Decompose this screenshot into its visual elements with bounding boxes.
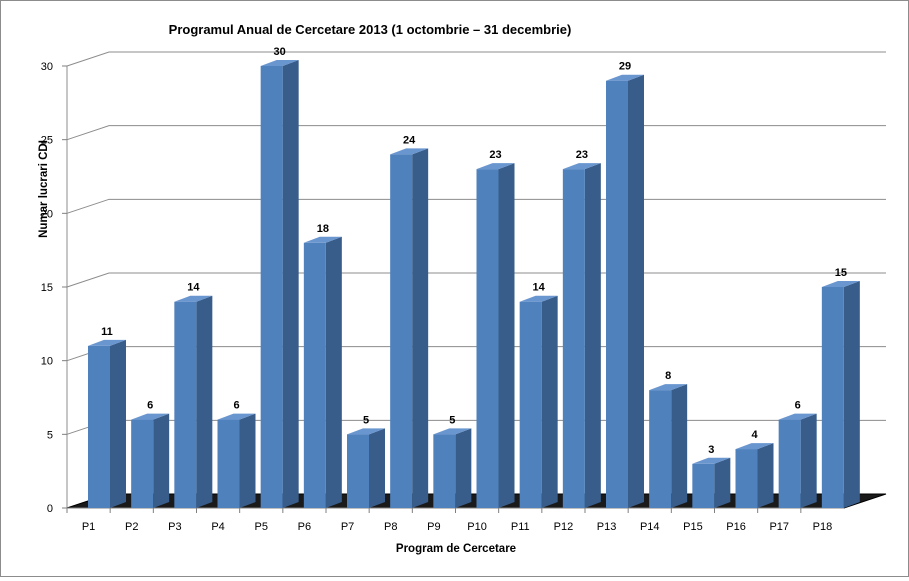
bar xyxy=(562,163,601,508)
bar xyxy=(778,413,817,508)
bar xyxy=(88,339,126,508)
data-label: 5 xyxy=(449,414,455,426)
x-tick-label: P8 xyxy=(384,521,397,533)
data-labels: 11 6 14 6 30 18 5 24 5 23 14 23 29 8 3 4 6 15 xyxy=(101,46,847,456)
data-label: 4 xyxy=(751,429,758,441)
data-label: 30 xyxy=(274,46,286,58)
x-tick-label: P3 xyxy=(168,521,181,533)
data-label: 3 xyxy=(708,444,714,456)
x-tick-label: P9 xyxy=(427,521,440,533)
x-tick-label: P14 xyxy=(640,521,660,533)
y-tick-label: 30 xyxy=(41,61,53,73)
bar xyxy=(606,74,644,508)
bar xyxy=(433,428,472,508)
data-label: 23 xyxy=(576,149,588,161)
gridline xyxy=(66,125,886,141)
x-tick-label: P18 xyxy=(813,521,833,533)
data-label: 11 xyxy=(101,326,113,338)
bar xyxy=(821,281,860,508)
bar xyxy=(649,384,688,508)
data-label: 5 xyxy=(363,414,369,426)
y-tick-label: 10 xyxy=(41,356,53,368)
data-label: 15 xyxy=(835,267,847,279)
bar xyxy=(131,413,170,508)
y-tick-label: 15 xyxy=(41,282,53,294)
x-tick-label: P10 xyxy=(467,521,487,533)
data-label: 6 xyxy=(147,400,153,412)
x-tick-label: P13 xyxy=(597,521,617,533)
bar xyxy=(519,295,558,508)
bar xyxy=(174,295,213,508)
data-label: 23 xyxy=(489,149,501,161)
bar xyxy=(347,428,385,508)
x-tick-label: P16 xyxy=(726,521,746,533)
x-axis-tick-labels: P1 P2 P3 P4 P5 P6 P7 P8 P9 P10 P11 P12 P13 P14 P15 P16 P… xyxy=(66,508,833,533)
data-label: 14 xyxy=(533,282,546,294)
y-tick-label: 20 xyxy=(41,208,53,220)
bar xyxy=(692,457,731,508)
data-label: 8 xyxy=(665,370,671,382)
data-label: 14 xyxy=(187,282,200,294)
x-tick-label: P7 xyxy=(341,521,354,533)
x-axis-title: Program de Cercetare xyxy=(396,543,516,555)
data-label: 6 xyxy=(795,400,801,412)
bar xyxy=(303,236,342,509)
bar xyxy=(390,148,429,508)
y-tick-label: 0 xyxy=(47,503,53,515)
x-tick-label: P15 xyxy=(683,521,703,533)
bar-series xyxy=(88,60,860,509)
data-label: 29 xyxy=(619,61,631,73)
x-tick-label: P6 xyxy=(298,521,311,533)
chart-title: Programul Anual de Cercetare 2013 (1 oct… xyxy=(169,22,572,37)
bar xyxy=(217,413,256,508)
x-tick-label: P17 xyxy=(769,521,789,533)
y-tick-label: 25 xyxy=(41,135,53,147)
y-axis-title: Numar lucrari CDI xyxy=(38,140,50,238)
x-tick-label: P11 xyxy=(511,521,530,533)
bar xyxy=(735,443,774,508)
gridline xyxy=(66,51,886,67)
bar xyxy=(260,60,299,508)
data-label: 18 xyxy=(317,223,329,235)
y-tick-label: 5 xyxy=(47,429,53,441)
y-axis-tick-labels: 0 5 10 15 20 25 30 xyxy=(41,61,67,515)
x-tick-label: P5 xyxy=(255,521,268,533)
data-label: 24 xyxy=(403,134,416,146)
x-tick-label: P2 xyxy=(125,521,138,533)
data-label: 6 xyxy=(233,400,239,412)
bar xyxy=(476,163,515,508)
x-tick-label: P12 xyxy=(554,521,574,533)
x-tick-label: P1 xyxy=(82,521,95,533)
x-tick-label: P4 xyxy=(211,521,224,533)
